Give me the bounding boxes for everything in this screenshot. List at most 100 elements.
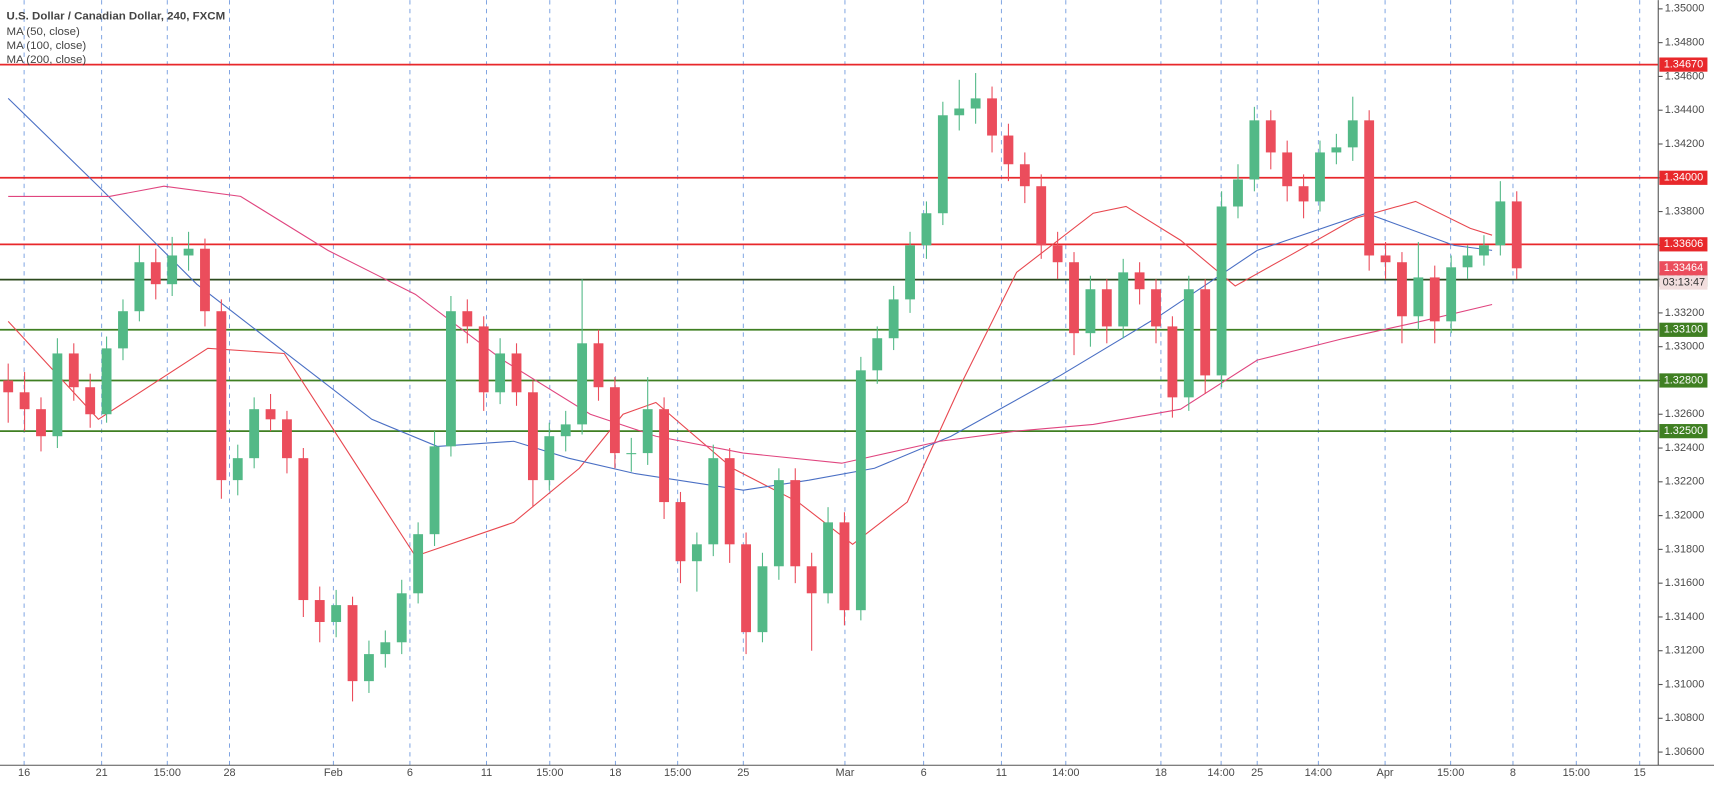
- candle-body: [970, 98, 981, 109]
- level-label: 1.34670: [1664, 58, 1703, 70]
- y-tick-label: 1.32200: [1665, 476, 1704, 488]
- y-tick-label: 1.31000: [1665, 678, 1704, 690]
- candle-body: [1347, 120, 1358, 148]
- candle-body: [232, 458, 243, 481]
- candle-body: [249, 409, 260, 459]
- moving-averages: [7, 97, 1493, 557]
- candle-body: [888, 299, 899, 339]
- candle-body: [577, 343, 588, 425]
- level-label-box: [1659, 373, 1708, 388]
- candle-body: [1019, 164, 1030, 187]
- candle-body: [1380, 255, 1391, 263]
- candle-body: [200, 248, 210, 312]
- candle-body: [659, 409, 670, 503]
- candle-body: [905, 245, 915, 300]
- moving-average-line: [7, 97, 1493, 491]
- candle-body: [773, 480, 784, 567]
- candle-body: [183, 248, 194, 256]
- x-tick-label: 15:00: [664, 767, 691, 779]
- candle-body: [265, 409, 276, 420]
- legend-entry: MA (50, close): [7, 26, 80, 38]
- level-label: 1.32800: [1664, 374, 1703, 386]
- candle-body: [1003, 135, 1014, 165]
- x-tick-label: Apr: [1377, 767, 1394, 779]
- candle-body: [1249, 120, 1260, 180]
- candle-body: [806, 566, 817, 594]
- candle-body: [1511, 201, 1522, 269]
- x-tick-label: 6: [407, 767, 413, 779]
- level-label-box: [1659, 322, 1708, 337]
- candle-body: [167, 255, 178, 285]
- y-tick-label: 1.34200: [1665, 138, 1704, 150]
- level-label-box: [1659, 237, 1708, 252]
- axes: 16 21 15:00 28 Feb 6 11 15:00 18 15:00 25 Mar 6 11 14:…: [18, 3, 1708, 779]
- x-tick-label: 14:00: [1052, 767, 1079, 779]
- y-tick-label: 1.31600: [1665, 577, 1704, 589]
- countdown-box: [1659, 275, 1708, 290]
- levels: [0, 63, 1659, 433]
- y-tick-label: 1.35000: [1665, 3, 1704, 15]
- candle-body: [1233, 179, 1243, 207]
- candle-body: [642, 409, 653, 454]
- candle-body: [1446, 267, 1457, 322]
- price-label: 1.33464: [1664, 262, 1703, 274]
- y-tick-label: 1.33000: [1665, 341, 1704, 353]
- candle-body: [1118, 272, 1129, 327]
- candle-body: [708, 458, 719, 545]
- candle-body: [1052, 245, 1063, 263]
- candle-body: [134, 262, 145, 312]
- candle-body: [1200, 289, 1211, 376]
- candle-body: [429, 446, 440, 535]
- candle-body: [839, 522, 850, 611]
- x-tick-label: 11: [481, 767, 492, 779]
- candle-body: [1462, 255, 1473, 268]
- y-tick-label: 1.34800: [1665, 37, 1704, 49]
- x-tick-label: Mar: [836, 767, 855, 779]
- candle-body: [1429, 277, 1440, 322]
- candle-body: [987, 98, 997, 136]
- candle-body: [675, 502, 686, 562]
- candle-body: [1479, 245, 1489, 256]
- level-label: 1.33100: [1664, 324, 1703, 336]
- candle-body: [118, 311, 128, 349]
- countdown: 03:13:47: [1663, 276, 1706, 288]
- x-tick-label: 15:00: [1437, 767, 1464, 779]
- level-label-box: [1659, 170, 1708, 185]
- candle-body: [921, 213, 932, 246]
- legend: U.S. Dollar / Canadian Dollar, 240, FXCM…: [7, 11, 226, 67]
- candle-body: [560, 424, 571, 437]
- candle-body: [1265, 120, 1276, 153]
- candle-body: [3, 380, 14, 393]
- level-label: 1.32500: [1664, 425, 1703, 437]
- candle-body: [314, 600, 325, 623]
- candle-body: [1036, 186, 1047, 246]
- x-tick-label: 8: [1510, 767, 1516, 779]
- candle-body: [1101, 289, 1112, 327]
- candle-body: [609, 387, 620, 454]
- candle-body: [85, 387, 96, 415]
- y-tick-label: 1.33800: [1665, 205, 1704, 217]
- candle-body: [1315, 152, 1325, 202]
- candle-body: [347, 605, 358, 682]
- level-label: 1.33606: [1664, 238, 1703, 250]
- candle-body: [855, 370, 866, 611]
- candle-body: [396, 593, 407, 643]
- candle-body: [495, 353, 506, 393]
- candle-body: [511, 353, 522, 393]
- candle-body: [1216, 206, 1227, 376]
- candle-body: [872, 338, 883, 371]
- candle-body: [823, 522, 833, 594]
- x-tick-label: 18: [1155, 767, 1167, 779]
- x-tick-label: 14:00: [1207, 767, 1234, 779]
- x-tick-label: 15:00: [536, 767, 563, 779]
- candle-body: [298, 458, 309, 601]
- candle-body: [36, 409, 46, 437]
- level-label-box: [1659, 57, 1708, 72]
- y-tick-label: 1.32000: [1665, 509, 1704, 521]
- candle-body: [380, 642, 391, 655]
- x-tick-label: 11: [996, 767, 1007, 779]
- candle-body: [413, 534, 424, 594]
- candle-body: [364, 654, 374, 682]
- x-tick-label: 25: [1251, 767, 1263, 779]
